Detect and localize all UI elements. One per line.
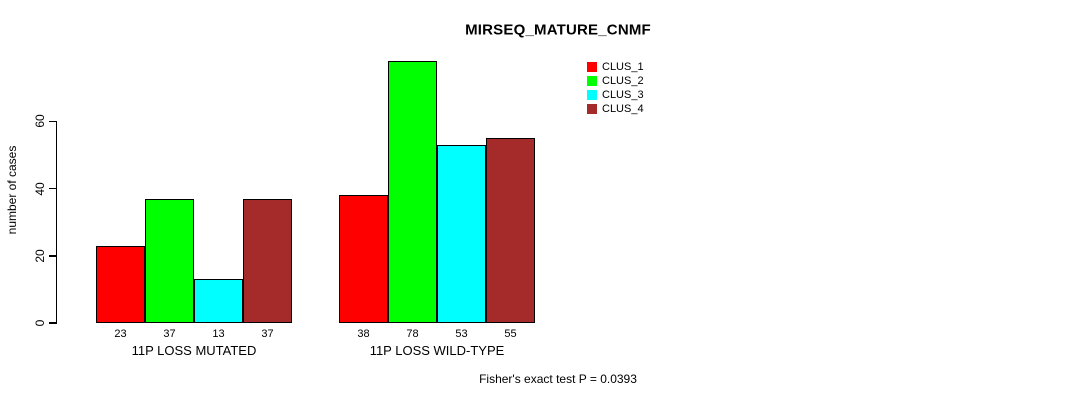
bar-clus_3-group2	[437, 144, 486, 323]
y-tick-label: 40	[33, 181, 47, 196]
chart-title: MIRSEQ_MATURE_CNMF	[465, 21, 651, 39]
bar-clus_4-group2	[486, 138, 535, 323]
y-axis-label: number of cases	[5, 145, 19, 235]
y-tick-mark	[48, 322, 56, 324]
bar-value-label: 37	[261, 328, 274, 340]
bar-clus_4-group1	[243, 198, 292, 323]
y-tick-label: 0	[33, 319, 47, 327]
x-group-label: 11P LOSS MUTATED	[131, 343, 257, 358]
bar-value-label: 53	[455, 328, 468, 340]
y-axis-line	[55, 121, 57, 325]
legend-swatch-icon	[587, 104, 597, 114]
legend-swatch-icon	[587, 62, 597, 72]
bar-value-label: 38	[357, 328, 370, 340]
y-tick-label: 20	[33, 249, 47, 263]
legend-row: CLUS_2	[587, 74, 644, 88]
y-tick-mark	[48, 187, 56, 190]
bar-clus_1-group2	[339, 195, 388, 323]
bar-clus_2-group2	[388, 60, 437, 323]
y-tick-label: 60	[33, 114, 47, 129]
legend-label: CLUS_2	[602, 75, 644, 87]
bar-value-label: 78	[406, 328, 419, 340]
legend-label: CLUS_3	[602, 89, 644, 101]
legend-label: CLUS_4	[602, 103, 644, 115]
legend-row: CLUS_4	[587, 102, 644, 116]
bar-value-label: 23	[114, 328, 127, 340]
legend: CLUS_1 CLUS_2 CLUS_3 CLUS_4	[587, 60, 644, 116]
bar-value-label: 37	[163, 328, 176, 340]
legend-row: CLUS_1	[587, 60, 644, 74]
bar-value-label: 13	[212, 328, 225, 340]
y-tick-mark	[48, 120, 56, 123]
y-tick-mark	[48, 255, 56, 257]
legend-swatch-icon	[587, 90, 597, 100]
legend-label: CLUS_1	[602, 61, 644, 73]
x-group-label: 11P LOSS WILD-TYPE	[369, 343, 505, 358]
legend-row: CLUS_3	[587, 88, 644, 102]
bar-value-label: 55	[504, 328, 517, 340]
bar-clus_3-group1	[194, 279, 243, 323]
fisher-test-note: Fisher's exact test P = 0.0393	[479, 372, 637, 386]
legend-swatch-icon	[587, 76, 597, 86]
bar-clus_1-group1	[96, 245, 145, 323]
bar-clus_2-group1	[145, 198, 194, 323]
